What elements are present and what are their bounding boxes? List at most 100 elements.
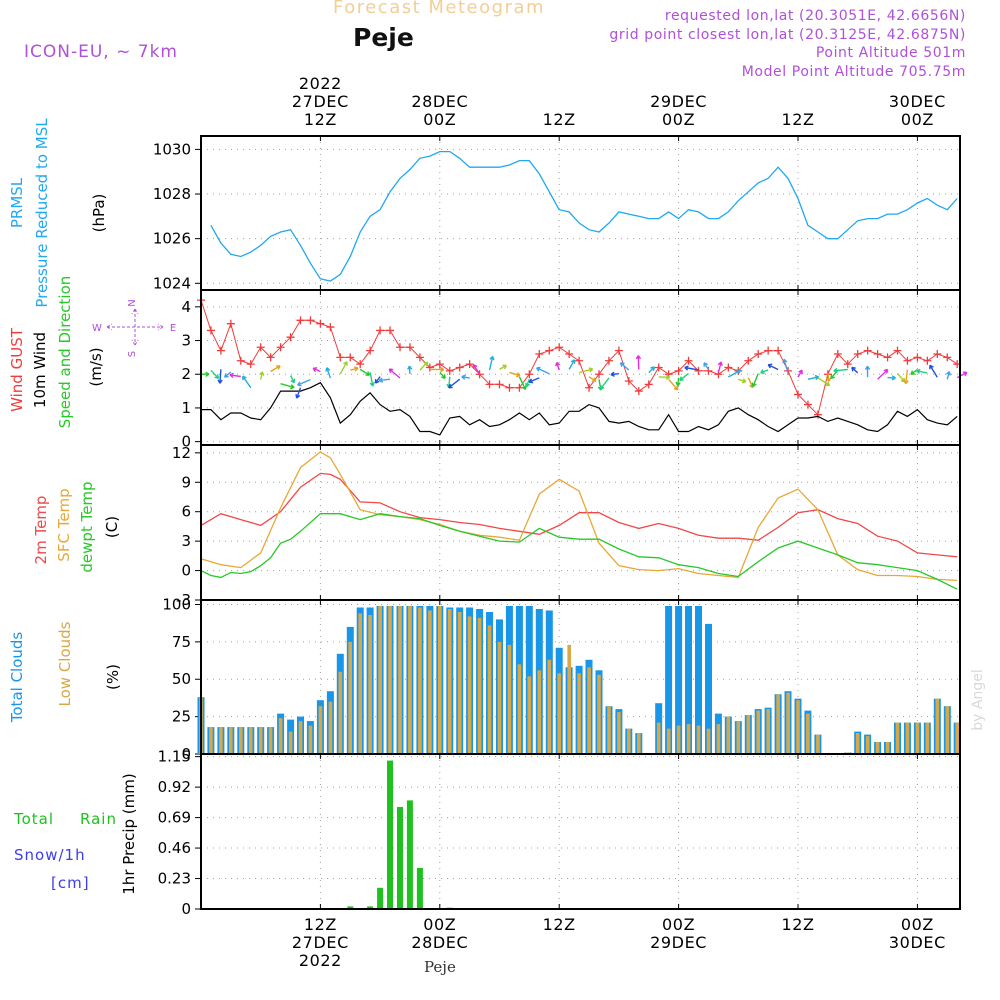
wind-gust-point bbox=[833, 350, 842, 359]
low-cloud-bar bbox=[696, 725, 701, 754]
wind-direction-arrow bbox=[472, 364, 481, 375]
pressure-unit-label: (hPa) bbox=[90, 194, 108, 233]
wind-direction-arrow bbox=[359, 368, 371, 376]
wind-gust-point bbox=[794, 390, 802, 399]
wind-gust-point bbox=[644, 380, 653, 389]
wind-direction-arrow bbox=[599, 377, 610, 390]
compass-west: W bbox=[92, 323, 102, 334]
low-cloud-bar bbox=[776, 694, 780, 754]
low-cloud-bar bbox=[338, 671, 343, 754]
low-cloud-bar bbox=[239, 727, 243, 754]
wind-gust-markers bbox=[197, 296, 962, 419]
wind-gust-point bbox=[813, 410, 822, 419]
y-tick-label: 1024 bbox=[153, 274, 191, 292]
top-time-label: 00Z bbox=[423, 110, 456, 129]
low-cloud-bar bbox=[328, 701, 333, 754]
bottom-time-label: 29DEC bbox=[650, 933, 707, 952]
wind-direction-arrow bbox=[877, 368, 889, 380]
wind-direction-arrow bbox=[610, 371, 619, 377]
low-cloud-bar bbox=[716, 724, 721, 754]
wind-gust-point bbox=[286, 333, 295, 342]
low-cloud-bar bbox=[268, 727, 273, 754]
low-cloud-bar bbox=[219, 727, 223, 754]
snow-label: Snow/1h bbox=[14, 846, 86, 864]
low-cloud-bar bbox=[666, 728, 671, 754]
wind-gust-point bbox=[764, 346, 773, 355]
low-cloud-bar bbox=[855, 733, 860, 754]
top-time-label: 12Z bbox=[781, 110, 814, 129]
low-cloud-bar bbox=[378, 606, 382, 754]
wind-gust-label: Wind GUST bbox=[8, 327, 26, 412]
wind-speed-direction-label: Speed and Direction bbox=[56, 276, 74, 429]
sfc-temp-label: SFC Temp bbox=[55, 488, 73, 561]
top-time-label: 2022 bbox=[299, 74, 342, 93]
wind-direction-arrow bbox=[851, 366, 859, 374]
wind-compass: N S W E bbox=[92, 299, 176, 357]
wind-gust-point bbox=[595, 370, 603, 379]
low-cloud-bar bbox=[248, 727, 253, 754]
low-cloud-bar bbox=[656, 722, 661, 754]
y-tick-label: 9 bbox=[181, 473, 191, 491]
low-cloud-bar bbox=[905, 722, 910, 754]
low-cloud-bar bbox=[816, 734, 820, 754]
grid-point-coordinates: grid point closest lon,lat (20.3125E, 42… bbox=[609, 27, 966, 43]
low-cloud-bar bbox=[637, 733, 641, 754]
rain-bar bbox=[367, 906, 374, 909]
signature-watermark: by Angel bbox=[970, 669, 986, 730]
wind-unit-label: (m/s) bbox=[87, 347, 105, 386]
rain-bar bbox=[397, 807, 403, 909]
low-cloud-bar bbox=[477, 617, 482, 754]
wind-direction-arrow bbox=[568, 359, 576, 370]
wind-gust-point bbox=[555, 343, 564, 352]
y-tick-label: 0 bbox=[181, 900, 191, 918]
wind-gust-point bbox=[893, 346, 902, 355]
wind-gust-point bbox=[684, 356, 693, 365]
bottom-time-label: 12Z bbox=[781, 915, 814, 934]
total-cloud-bar bbox=[675, 606, 683, 754]
wind-gust-point bbox=[883, 353, 892, 362]
low-cloud-bar bbox=[298, 721, 303, 754]
y-tick-label: 0 bbox=[181, 745, 191, 763]
wind-gust-point bbox=[903, 356, 912, 365]
low-cloud-bar bbox=[865, 736, 870, 754]
low-cloud-bar bbox=[607, 706, 611, 754]
y-tick-label: 0.46 bbox=[158, 839, 191, 857]
wind-gust-point bbox=[216, 346, 225, 355]
low-cloud-bar bbox=[408, 606, 412, 754]
wind-direction-arrow bbox=[916, 368, 928, 375]
compass-east: E bbox=[170, 323, 176, 334]
wind-direction-arrow bbox=[648, 366, 656, 374]
low-cloud-bar bbox=[388, 606, 392, 754]
wind-direction-arrow bbox=[325, 367, 332, 379]
wind-gust-point bbox=[565, 350, 574, 359]
wind-gust-point bbox=[386, 326, 395, 335]
wind-gust-point bbox=[246, 360, 255, 369]
y-tick-label: 1028 bbox=[153, 185, 191, 203]
wind-gust-point bbox=[943, 353, 952, 362]
bottom-time-label: 12Z bbox=[304, 915, 337, 934]
top-time-label: 12Z bbox=[304, 110, 337, 129]
low-cloud-bar bbox=[597, 674, 601, 754]
y-tick-label: 75 bbox=[172, 633, 191, 651]
low-cloud-bar bbox=[547, 659, 552, 754]
low-cloud-bar bbox=[368, 615, 372, 754]
wind-direction-arrow bbox=[439, 371, 446, 379]
wind-gust-point bbox=[674, 366, 683, 375]
low-cloud-bar bbox=[567, 644, 571, 754]
wind-gust-point bbox=[405, 343, 414, 352]
wind-gust-point bbox=[505, 383, 514, 392]
wind-gust-point bbox=[475, 370, 484, 379]
low-cloud-bar bbox=[955, 722, 959, 754]
total-cloud-bar bbox=[665, 606, 673, 754]
wind-direction-arrow bbox=[619, 362, 630, 371]
temp-unit-label: (C) bbox=[103, 516, 121, 538]
low-cloud-bar bbox=[278, 718, 283, 754]
wind-gust-point bbox=[873, 350, 882, 359]
top-time-label: 00Z bbox=[662, 110, 695, 129]
wind-direction-arrow bbox=[945, 371, 952, 380]
wind-gust-point bbox=[525, 370, 534, 379]
low-cloud-bar bbox=[627, 728, 631, 754]
wind-gust-point bbox=[236, 356, 245, 365]
rain-bar bbox=[406, 800, 413, 909]
temp-2m-line bbox=[200, 472, 958, 558]
